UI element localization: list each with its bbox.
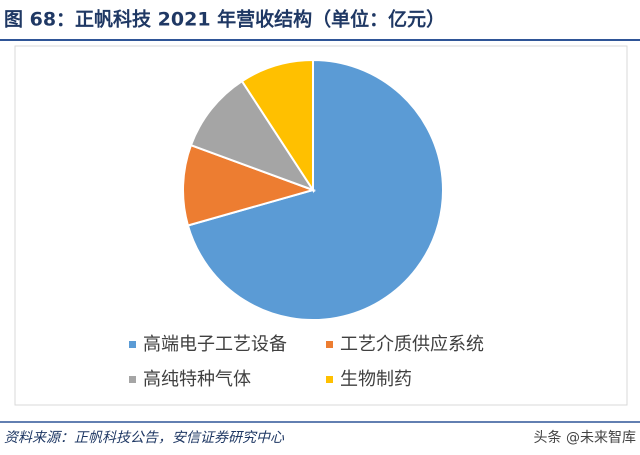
legend-label: 高端电子工艺设备 [143,334,287,355]
legend-label: 高纯特种气体 [143,369,251,390]
legend-swatch [326,376,333,383]
legend-swatch [129,376,136,383]
chart-frame [14,45,628,406]
watermark: 头条 @未来智库 [534,429,636,446]
pie-slice [240,58,314,194]
legend-label: 生物制药 [340,369,412,390]
chart-title: 图 68：正帆科技 2021 年营收结构（单位：亿元） [4,8,445,31]
source-note: 资料来源：正帆科技公告，安信证券研究中心 [4,430,285,446]
pie-slice [189,79,316,192]
legend-swatch [129,341,136,348]
pie-slice [182,143,317,227]
legend-label: 工艺介质供应系统 [340,334,484,355]
legend-swatch [326,341,333,348]
